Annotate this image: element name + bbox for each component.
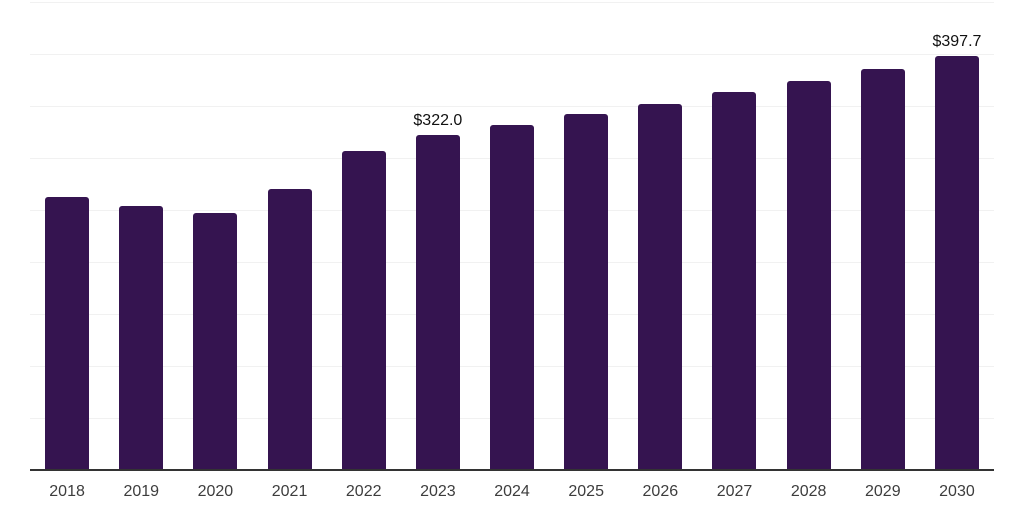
bars: $322.0 $397.7 xyxy=(30,2,994,470)
x-axis-line xyxy=(30,469,994,471)
x-tick-label-2029: 2029 xyxy=(865,483,901,500)
bar-slot-2028 xyxy=(772,2,846,470)
bar-slot-2021 xyxy=(252,2,326,470)
bar-2025 xyxy=(564,114,609,470)
bar-2019 xyxy=(119,205,164,470)
bar-2028 xyxy=(786,80,831,470)
bar-2024 xyxy=(490,124,535,470)
plot-area: $322.0 $397.7 xyxy=(30,2,994,470)
bar-slot-2025 xyxy=(549,2,623,470)
bar-2020 xyxy=(193,213,238,470)
x-tick-label-2019: 2019 xyxy=(123,483,160,500)
x-tick-label-2028: 2028 xyxy=(790,483,827,500)
x-tick-label-2025: 2025 xyxy=(568,483,604,500)
x-tick-label-2021: 2021 xyxy=(271,483,308,500)
bar-slot-2026 xyxy=(623,2,697,470)
bar-slot-2022 xyxy=(327,2,401,470)
x-tick-label-2022: 2022 xyxy=(345,483,382,500)
x-tick-label-2023: 2023 xyxy=(420,483,456,500)
bar-2029 xyxy=(860,68,905,470)
x-tick-label-2030: 2030 xyxy=(939,483,975,500)
bar-slot-2027 xyxy=(697,2,771,470)
bar-slot-2030: $397.7 xyxy=(920,2,994,470)
bar-2026 xyxy=(638,103,683,470)
bar-slot-2023: $322.0 xyxy=(401,2,475,470)
bar-slot-2029 xyxy=(846,2,920,470)
bar-2022 xyxy=(341,151,386,470)
x-tick-label-2027: 2027 xyxy=(716,483,753,500)
bar-slot-2019 xyxy=(104,2,178,470)
x-tick-label-2026: 2026 xyxy=(642,483,679,500)
bar-2018 xyxy=(45,197,90,470)
x-tick-label-2018: 2018 xyxy=(49,483,85,500)
gridline xyxy=(30,2,994,3)
bar-value-label: $397.7 xyxy=(932,33,982,51)
bar-slot-2018 xyxy=(30,2,104,470)
bar-2027 xyxy=(712,92,757,470)
gridline xyxy=(30,106,994,107)
bar-value-label: $322.0 xyxy=(413,112,463,130)
gridline xyxy=(30,54,994,55)
bar-2030 xyxy=(934,56,979,470)
bar-2021 xyxy=(267,188,312,470)
x-tick-label-2024: 2024 xyxy=(494,483,530,500)
x-axis-labels: 2018 2019 2020 2021 2022 2023 2024 2025 2026 2027… xyxy=(30,484,994,500)
bar-2023 xyxy=(415,135,460,470)
x-tick-label-2020: 2020 xyxy=(197,483,234,500)
bar-slot-2020 xyxy=(178,2,252,470)
bar-slot-2024 xyxy=(475,2,549,470)
